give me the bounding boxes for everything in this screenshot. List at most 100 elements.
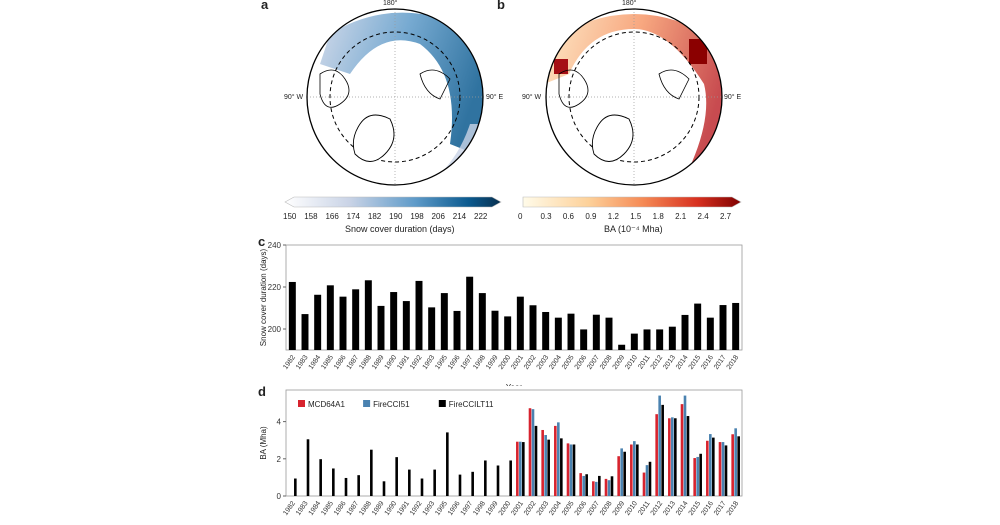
bar-mcd64a1	[566, 443, 570, 496]
map-b-east-label: 90° E	[724, 94, 742, 101]
bar-fireccilt11	[420, 478, 424, 496]
map-a-east-label: 90° E	[486, 94, 504, 101]
x-tick-label: 1998	[472, 500, 487, 517]
y-tick-label: 200	[268, 325, 282, 334]
colorbar-tick-label: 182	[367, 212, 382, 221]
bar-firecci51	[734, 428, 737, 496]
bar	[390, 292, 398, 350]
colorbar-tick-label: 0.9	[585, 212, 597, 221]
x-tick-label: 2004	[548, 354, 563, 371]
bar-fireccilt11	[724, 445, 728, 496]
greenland-outline	[352, 114, 395, 162]
bar-fireccilt11	[306, 439, 310, 496]
bar	[580, 329, 588, 350]
bar-fireccilt11	[674, 418, 677, 496]
x-tick-label: 2005	[561, 500, 576, 517]
bar	[491, 310, 499, 350]
bar	[592, 314, 600, 350]
bar	[656, 329, 664, 350]
colorbar-snow	[284, 196, 502, 208]
x-tick-label: 1985	[320, 500, 335, 517]
bar-fireccilt11	[598, 475, 601, 496]
bar-firecci51	[721, 442, 725, 496]
bar	[339, 296, 347, 350]
map-a-border	[306, 8, 484, 186]
y-tick-label: 2	[277, 455, 282, 464]
bar	[453, 310, 461, 350]
x-tick-label: 2002	[523, 500, 538, 517]
colorbar-tick-label: 150	[283, 212, 297, 221]
plot-frame	[285, 389, 743, 497]
snow-cover-field	[320, 12, 483, 154]
bar-mcd64a1	[668, 418, 671, 496]
bar-mcd64a1	[680, 404, 684, 496]
bar	[630, 333, 638, 350]
x-tick-label: 2001	[510, 354, 525, 371]
colorbar-tick-label: 174	[346, 212, 361, 221]
colorbar-tick-label: 1.2	[607, 212, 619, 221]
colorbar-tick-label: 0.3	[540, 212, 552, 221]
x-tick-label: 2008	[599, 354, 614, 371]
x-axis-label: Year	[506, 383, 523, 386]
bar-firecci51	[709, 434, 712, 496]
x-tick-label: 1993	[422, 500, 437, 517]
map-a-west-label: 90° W	[284, 94, 304, 101]
y-axis-label: BA (Mha)	[259, 426, 268, 460]
map-a-north-label: 180°	[383, 0, 398, 7]
x-tick-label: 2004	[548, 500, 563, 517]
x-tick-label: 1993	[422, 354, 437, 371]
y-axis-label: Snow cover duration (days)	[259, 248, 268, 346]
bar	[542, 311, 550, 350]
x-tick-label: 2002	[523, 354, 538, 371]
x-tick-label: 2001	[510, 500, 525, 517]
bar	[681, 314, 689, 350]
bar-firecci51	[531, 409, 535, 496]
bar	[288, 281, 296, 350]
x-tick-label: 2012	[650, 500, 665, 517]
x-tick-label: 1984	[308, 354, 323, 371]
legend-swatch	[363, 400, 371, 407]
x-tick-label: 1991	[396, 500, 411, 517]
bar-firecci51	[557, 422, 560, 496]
bar-fireccilt11	[332, 468, 335, 496]
bar-firecci51	[595, 481, 598, 496]
bar-mcd64a1	[706, 440, 709, 496]
bar	[694, 303, 702, 350]
bar-mcd64a1	[592, 481, 595, 496]
colorbar-tick-label: 1.8	[652, 212, 664, 221]
bar-fireccilt11	[636, 444, 639, 496]
bar-mcd64a1	[731, 434, 734, 496]
y-tick-label: 0	[277, 492, 282, 501]
colorbar-tick-label: 2.7	[720, 212, 732, 221]
x-tick-label: 2007	[586, 354, 601, 371]
colorbar-snow-title: Snow cover duration (days)	[345, 224, 455, 234]
bar	[706, 317, 714, 350]
bar-fireccilt11	[294, 478, 297, 496]
bar	[478, 293, 486, 350]
panel-label-a: a	[261, 0, 269, 12]
x-tick-label: 2005	[561, 354, 576, 371]
colorbar-tick-label: 158	[304, 212, 318, 221]
bar-mcd64a1	[541, 429, 544, 496]
bar-fireccilt11	[610, 476, 614, 496]
bar-fireccilt11	[522, 442, 525, 496]
bar-firecci51	[519, 441, 522, 496]
x-tick-label: 1989	[371, 354, 386, 371]
bar-fireccilt11	[572, 444, 576, 496]
x-tick-label: 2000	[498, 500, 513, 517]
x-tick-label: 2010	[624, 500, 639, 517]
burned-area-bar-chart: 0241982198319841985198619871988198919901…	[259, 389, 743, 517]
bar-mcd64a1	[554, 425, 557, 496]
bar-mcd64a1	[630, 444, 633, 496]
bar-fireccilt11	[408, 469, 411, 496]
bar	[516, 296, 524, 350]
bar-fireccilt11	[623, 451, 626, 496]
x-tick-label: 2015	[688, 354, 703, 371]
x-tick-label: 2013	[662, 500, 677, 517]
bar-fireccilt11	[344, 477, 348, 496]
colorbar-ba-title: BA (10⁻⁴ Mha)	[604, 224, 663, 234]
bar-firecci51	[696, 456, 699, 496]
colorbar-tick-label: 198	[410, 212, 424, 221]
bar-firecci51	[620, 448, 623, 496]
bar	[301, 314, 309, 350]
